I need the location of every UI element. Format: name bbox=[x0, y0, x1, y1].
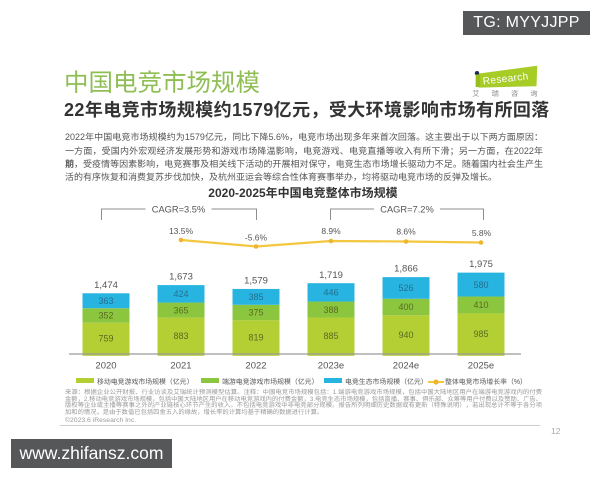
svg-text:1,474: 1,474 bbox=[94, 280, 118, 291]
svg-text:1,975: 1,975 bbox=[469, 259, 493, 270]
svg-text:365: 365 bbox=[173, 305, 188, 315]
svg-text:375: 375 bbox=[248, 308, 263, 318]
svg-text:CAGR=3.5%: CAGR=3.5% bbox=[152, 205, 205, 215]
svg-text:Research: Research bbox=[482, 71, 529, 87]
svg-text:819: 819 bbox=[248, 332, 263, 342]
svg-text:388: 388 bbox=[323, 305, 338, 315]
svg-text:1,673: 1,673 bbox=[169, 272, 193, 283]
svg-text:2021: 2021 bbox=[170, 361, 191, 372]
svg-text:2022: 2022 bbox=[245, 361, 266, 372]
svg-text:424: 424 bbox=[173, 289, 188, 299]
svg-text:2024e: 2024e bbox=[393, 361, 419, 372]
svg-text:8.9%: 8.9% bbox=[321, 226, 341, 236]
svg-text:759: 759 bbox=[98, 334, 113, 344]
svg-text:580: 580 bbox=[473, 280, 488, 290]
svg-text:446: 446 bbox=[323, 288, 338, 298]
svg-text:2020: 2020 bbox=[95, 361, 116, 372]
svg-text:385: 385 bbox=[248, 292, 263, 302]
svg-text:1,579: 1,579 bbox=[244, 276, 268, 287]
svg-text:883: 883 bbox=[173, 331, 188, 341]
svg-text:940: 940 bbox=[398, 330, 413, 340]
svg-text:1,866: 1,866 bbox=[394, 264, 418, 275]
svg-text:985: 985 bbox=[473, 329, 488, 339]
svg-text:CAGR=7.2%: CAGR=7.2% bbox=[380, 205, 433, 215]
svg-text:艾瑞咨询: 艾瑞咨询 bbox=[472, 89, 544, 99]
svg-text:410: 410 bbox=[473, 300, 488, 310]
svg-text:2025e: 2025e bbox=[468, 361, 494, 372]
svg-text:2023e: 2023e bbox=[318, 361, 344, 372]
svg-text:8.6%: 8.6% bbox=[396, 227, 416, 237]
svg-text:885: 885 bbox=[323, 331, 338, 341]
svg-text:5.8%: 5.8% bbox=[472, 228, 492, 238]
svg-text:-5.6%: -5.6% bbox=[245, 233, 268, 243]
svg-text:352: 352 bbox=[98, 311, 113, 321]
svg-text:526: 526 bbox=[398, 283, 413, 293]
svg-text:1,719: 1,719 bbox=[319, 270, 343, 281]
svg-text:363: 363 bbox=[98, 296, 113, 306]
svg-text:400: 400 bbox=[398, 302, 413, 312]
svg-text:13.5%: 13.5% bbox=[169, 226, 194, 236]
